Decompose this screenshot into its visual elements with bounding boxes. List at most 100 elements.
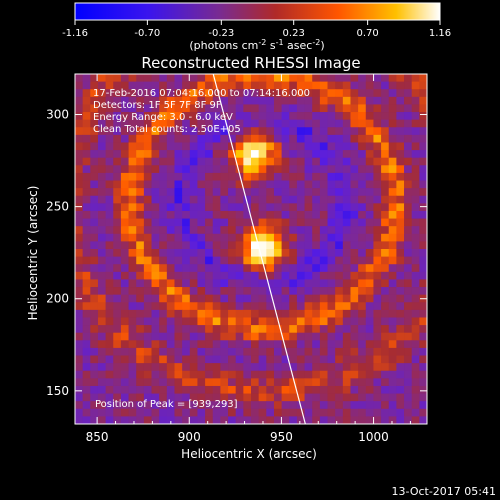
heatmap-cell xyxy=(212,134,221,143)
heatmap-cell xyxy=(396,210,405,219)
heatmap-cell xyxy=(273,203,283,212)
heatmap-cell xyxy=(212,172,221,181)
heatmap-cell xyxy=(396,408,405,417)
heatmap-cell xyxy=(197,332,206,341)
heatmap-cell xyxy=(365,302,374,311)
heatmap-cell xyxy=(182,233,191,242)
heatmap-cell xyxy=(205,112,214,121)
heatmap-cell xyxy=(266,249,275,258)
heatmap-cell xyxy=(327,150,336,159)
heatmap-cell xyxy=(143,294,152,303)
heatmap-cell xyxy=(396,325,405,334)
heatmap-cell xyxy=(396,134,405,143)
heatmap-cell xyxy=(342,309,351,318)
heatmap-cell xyxy=(373,112,382,121)
heatmap-cell xyxy=(296,195,305,204)
heatmap-cell xyxy=(220,165,229,174)
heatmap-cell xyxy=(327,408,336,417)
heatmap-cell xyxy=(350,134,359,143)
heatmap-cell xyxy=(335,363,344,372)
heatmap-cell xyxy=(82,279,91,288)
heatmap-cell xyxy=(166,203,175,212)
heatmap-cell xyxy=(258,127,267,136)
heatmap-cell xyxy=(105,226,114,235)
heatmap-cell xyxy=(419,195,427,204)
heatmap-cell xyxy=(251,188,260,197)
heatmap-cell xyxy=(312,157,321,166)
chart-title: Reconstructed RHESSI Image xyxy=(141,54,360,72)
heatmap-cell xyxy=(182,157,191,166)
heatmap-cell xyxy=(296,317,305,326)
heatmap-cell xyxy=(189,157,198,166)
heatmap-cell xyxy=(273,408,283,417)
heatmap-cell xyxy=(235,302,244,311)
heatmap-cell xyxy=(258,81,267,90)
heatmap-cell xyxy=(113,172,122,181)
heatmap-cell xyxy=(120,150,129,159)
heatmap-cell xyxy=(304,309,313,318)
heatmap-cell xyxy=(143,378,152,387)
heatmap-cell xyxy=(159,119,168,128)
heatmap-cell xyxy=(136,218,145,227)
heatmap-cell xyxy=(251,294,260,303)
heatmap-cell xyxy=(128,218,137,227)
heatmap-cell xyxy=(97,332,107,341)
heatmap-cell xyxy=(220,233,229,242)
heatmap-cell xyxy=(281,134,290,143)
heatmap-cell xyxy=(251,317,260,326)
heatmap-cell xyxy=(205,401,214,410)
heatmap-cell xyxy=(404,218,413,227)
heatmap-cell xyxy=(205,150,214,159)
heatmap-cell xyxy=(296,249,305,258)
heatmap-cell xyxy=(220,309,229,318)
heatmap-cell xyxy=(197,256,206,265)
heatmap-cell xyxy=(388,393,397,402)
heatmap-cell xyxy=(197,104,206,113)
heatmap-cell xyxy=(97,294,107,303)
heatmap-cell xyxy=(335,233,344,242)
heatmap-cell xyxy=(189,188,198,197)
heatmap-cell xyxy=(143,370,152,379)
heatmap-cell xyxy=(289,157,298,166)
heatmap-cell xyxy=(120,127,129,136)
heatmap-cell xyxy=(381,188,390,197)
heatmap-cell xyxy=(75,416,84,424)
heatmap-cell xyxy=(143,332,152,341)
heatmap-cell xyxy=(358,332,367,341)
heatmap-cell xyxy=(327,279,336,288)
heatmap-cell xyxy=(90,218,99,227)
heatmap-cell xyxy=(411,347,420,356)
heatmap-cell xyxy=(281,96,290,105)
heatmap-cell xyxy=(388,188,397,197)
heatmap-cell xyxy=(365,233,374,242)
heatmap-cell xyxy=(404,165,413,174)
heatmap-cell xyxy=(120,241,129,250)
heatmap-cell xyxy=(251,416,260,424)
heatmap-cell xyxy=(197,363,206,372)
heatmap-cell xyxy=(350,210,359,219)
heatmap-cell xyxy=(97,150,107,159)
heatmap-cell xyxy=(120,332,129,341)
heatmap-cell xyxy=(189,340,198,349)
heatmap-cell xyxy=(365,142,374,151)
heatmap-cell xyxy=(388,363,397,372)
heatmap-cell xyxy=(182,385,191,394)
heatmap-cell xyxy=(381,233,390,242)
heatmap-cell xyxy=(373,309,382,318)
heatmap-cell xyxy=(373,294,382,303)
heatmap-cell xyxy=(312,104,321,113)
heatmap-cell xyxy=(113,302,122,311)
heatmap-cell xyxy=(113,104,122,113)
heatmap-cell xyxy=(266,210,275,219)
heatmap-cell xyxy=(304,188,313,197)
heatmap-cell xyxy=(342,127,351,136)
heatmap-cell xyxy=(335,385,344,394)
heatmap-cell xyxy=(166,325,175,334)
heatmap-cell xyxy=(205,264,214,273)
heatmap-cell xyxy=(381,172,390,181)
heatmap-cell xyxy=(243,347,252,356)
heatmap-cell xyxy=(197,112,206,121)
heatmap-cell xyxy=(128,363,137,372)
heatmap-cell xyxy=(75,363,84,372)
heatmap-cell xyxy=(404,340,413,349)
